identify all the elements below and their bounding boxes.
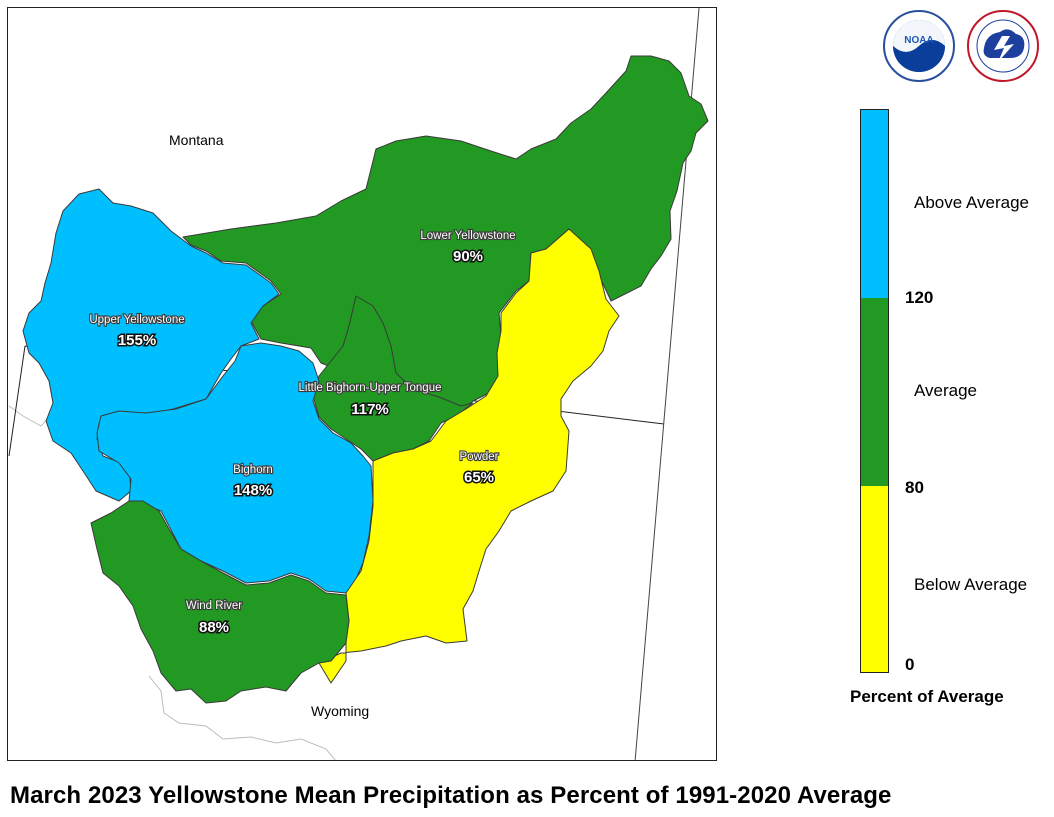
basin-powder[interactable] [318, 228, 620, 684]
basin-value-powder: 65% [464, 469, 494, 486]
legend-tick-0: 0 [905, 655, 915, 674]
basin-value-wind-river: 88% [199, 619, 229, 636]
basin-label-wind-river: Wind River [186, 600, 242, 612]
noaa-logo-icon: NOAA [883, 10, 955, 82]
legend-swatch-above-average [861, 110, 888, 298]
legend-swatch-average [861, 298, 888, 486]
basin-map: Montana Wyoming Lower Yellowstone 90% Up… [8, 8, 709, 760]
map-frame: Montana Wyoming Lower Yellowstone 90% Up… [7, 7, 717, 761]
basin-label-little-bighorn: Little Bighorn-Upper Tongue [299, 382, 442, 394]
legend-label-above-average: Above Average [914, 193, 1029, 212]
noaa-logo-text: NOAA [904, 35, 933, 46]
basin-label-bighorn: Bighorn [233, 464, 273, 476]
basin-value-lower-yellowstone: 90% [453, 248, 483, 265]
west-border-line [8, 345, 26, 457]
basin-lower-yellowstone[interactable] [182, 55, 709, 417]
wyoming-outline [148, 675, 336, 760]
basin-label-powder: Powder [460, 451, 499, 463]
figure-title: March 2023 Yellowstone Mean Precipitatio… [10, 782, 892, 809]
basin-value-little-bighorn: 117% [351, 401, 389, 418]
legend-title: Percent of Average [850, 687, 1004, 706]
state-label-wyoming: Wyoming [311, 703, 369, 719]
agency-logos: NOAA [883, 10, 1039, 82]
legend-tick-80: 80 [905, 478, 924, 497]
basin-bighorn[interactable] [96, 342, 374, 594]
legend-tick-120: 120 [905, 288, 934, 307]
legend-color-bar [860, 109, 889, 673]
legend-label-average: Average [914, 381, 978, 400]
nws-logo-icon [967, 10, 1039, 82]
basin-value-upper-yellowstone: 155% [118, 332, 156, 349]
state-label-montana: Montana [169, 132, 224, 148]
basin-wind-river[interactable] [90, 500, 350, 704]
basin-label-lower-yellowstone: Lower Yellowstone [420, 230, 515, 242]
basin-label-upper-yellowstone: Upper Yellowstone [89, 314, 184, 326]
legend-swatch-below-average [861, 486, 888, 672]
basin-value-bighorn: 148% [234, 482, 272, 499]
legend-label-below-average: Below Average [914, 575, 1028, 594]
